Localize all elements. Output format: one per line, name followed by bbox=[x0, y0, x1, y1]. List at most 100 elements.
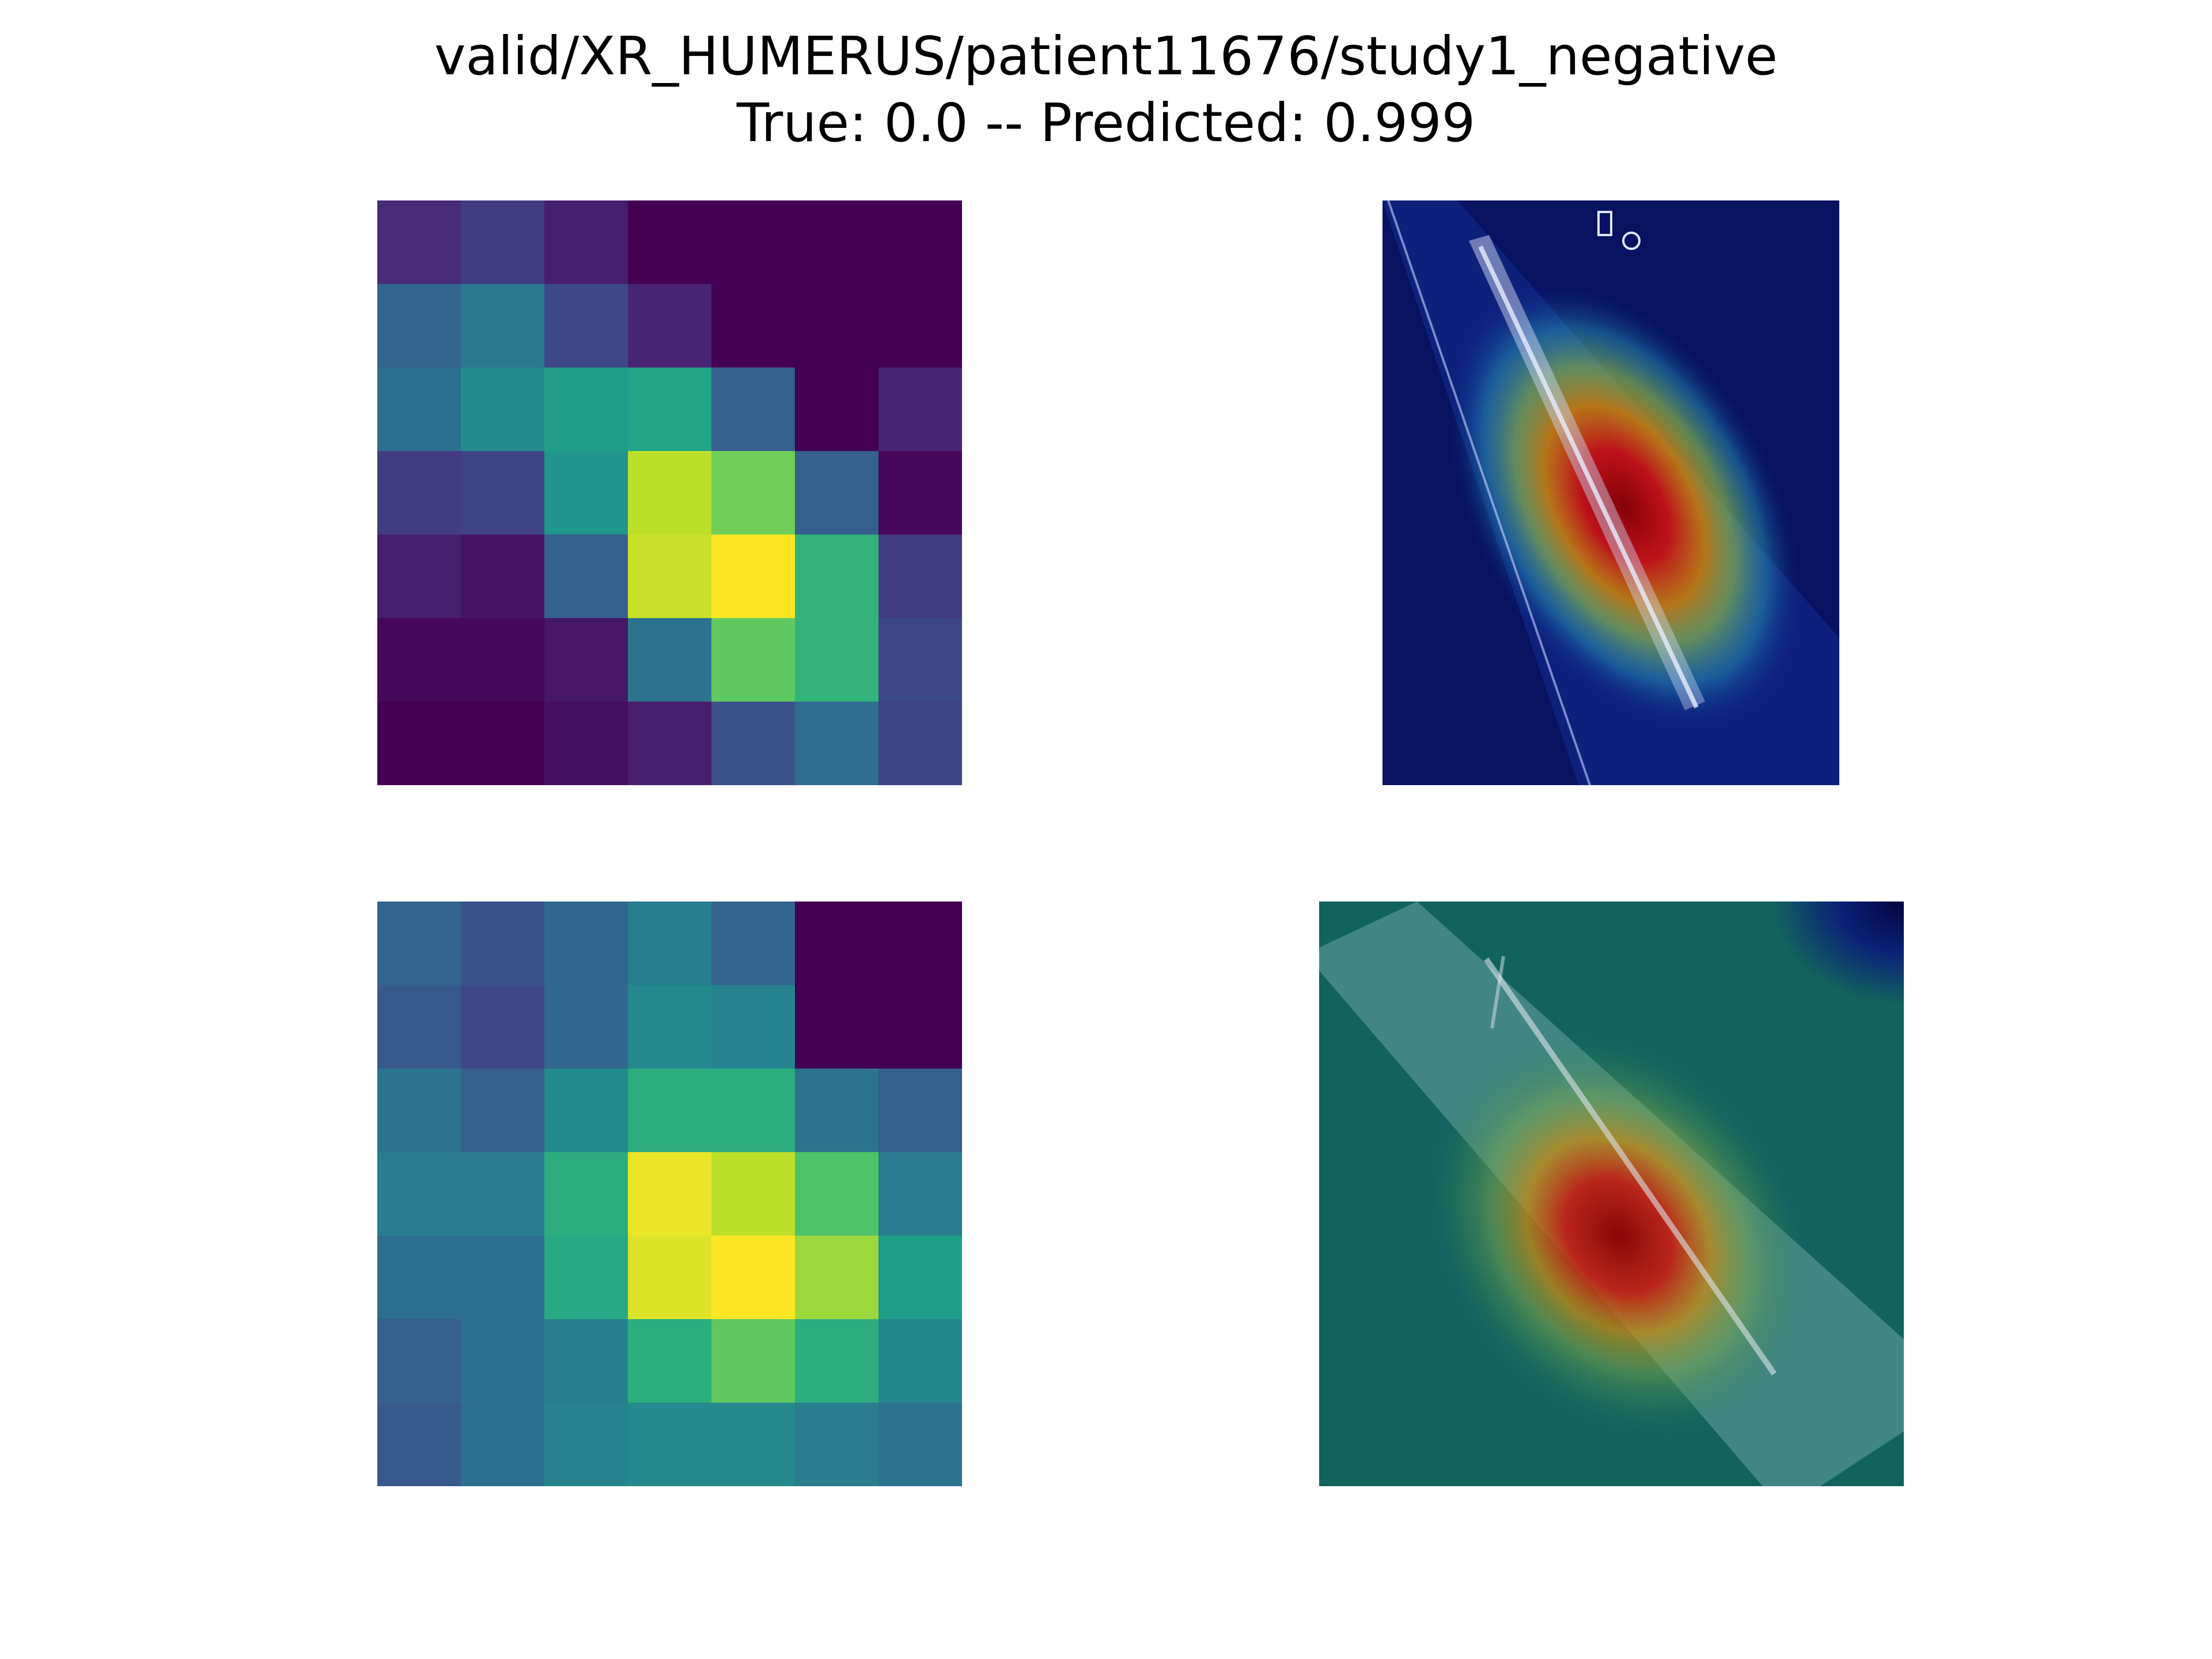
activation-map-2-cell-r0-c5 bbox=[795, 902, 879, 986]
activation-map-1-cell-r1-c2 bbox=[544, 284, 628, 368]
activation-map-1-cell-r5-c4 bbox=[711, 618, 796, 702]
activation-map-1-cell-r2-c3 bbox=[628, 368, 712, 452]
heatmap-panel-top bbox=[377, 200, 962, 785]
activation-map-2-cell-r1-c6 bbox=[878, 985, 962, 1069]
activation-map-2-cell-r2-c5 bbox=[795, 1069, 879, 1153]
title-line-path: valid/XR_HUMERUS/patient11676/study1_neg… bbox=[434, 25, 1778, 87]
activation-map-2-cell-r1-c0 bbox=[377, 985, 461, 1069]
activation-map-1-cell-r3-c6 bbox=[878, 451, 962, 535]
activation-map-1-cell-r4-c2 bbox=[544, 535, 628, 619]
activation-map-2-cell-r4-c0 bbox=[377, 1236, 461, 1320]
heatmap-panel-bottom bbox=[377, 902, 962, 1486]
activation-map-1-cell-r1-c1 bbox=[461, 284, 545, 368]
activation-map-2-cell-r5-c1 bbox=[461, 1319, 545, 1403]
activation-map-1-cell-r0-c0 bbox=[377, 200, 461, 285]
activation-map-2-cell-r3-c1 bbox=[461, 1152, 545, 1236]
activation-map-1-cell-r2-c6 bbox=[878, 368, 962, 452]
xray-overlay-bottom-svg bbox=[1319, 902, 1904, 1486]
xray-overlay-bottom-image bbox=[1319, 902, 1904, 1486]
activation-map-1-cell-r2-c2 bbox=[544, 368, 628, 452]
activation-map-1-cell-r0-c4 bbox=[711, 200, 796, 285]
activation-map-1-cell-r2-c0 bbox=[377, 368, 461, 452]
activation-map-1-cell-r5-c3 bbox=[628, 618, 712, 702]
activation-map-1-cell-r6-c5 bbox=[795, 702, 879, 785]
activation-map-1-cell-r1-c6 bbox=[878, 284, 962, 368]
activation-map-1-cell-r6-c0 bbox=[377, 702, 461, 785]
xray-overlay-top-image bbox=[1382, 200, 1839, 785]
activation-map-2-cell-r0-c1 bbox=[461, 902, 545, 986]
activation-map-2-cell-r1-c3 bbox=[628, 985, 712, 1069]
activation-map-2-cell-r3-c3 bbox=[628, 1152, 712, 1236]
activation-map-2-cell-r4-c1 bbox=[461, 1236, 545, 1320]
activation-map-1-cell-r2-c5 bbox=[795, 368, 879, 452]
activation-map-2-cell-r3-c5 bbox=[795, 1152, 879, 1236]
activation-map-2-cell-r6-c6 bbox=[878, 1403, 962, 1486]
activation-map-2-cell-r2-c4 bbox=[711, 1069, 796, 1153]
activation-map-1-cell-r6-c1 bbox=[461, 702, 545, 785]
activation-map-2-cell-r6-c4 bbox=[711, 1403, 796, 1486]
activation-map-1-cell-r3-c4 bbox=[711, 451, 796, 535]
activation-map-2-cell-r6-c2 bbox=[544, 1403, 628, 1486]
activation-map-1-cell-r0-c1 bbox=[461, 200, 545, 285]
activation-map-1-cell-r3-c0 bbox=[377, 451, 461, 535]
activation-map-2-cell-r0-c6 bbox=[878, 902, 962, 986]
activation-map-1-cell-r5-c2 bbox=[544, 618, 628, 702]
heatmap-top-svg bbox=[377, 200, 962, 785]
activation-map-2-cell-r6-c1 bbox=[461, 1403, 545, 1486]
activation-map-2-cell-r6-c5 bbox=[795, 1403, 879, 1486]
activation-map-1-cell-r6-c4 bbox=[711, 702, 796, 785]
activation-map-2-cell-r3-c6 bbox=[878, 1152, 962, 1236]
heatmap-bottom-svg bbox=[377, 902, 962, 1486]
title-line-prediction: True: 0.0 -- Predicted: 0.999 bbox=[736, 92, 1476, 154]
activation-map-1-cell-r5-c6 bbox=[878, 618, 962, 702]
activation-map-2-cell-r2-c3 bbox=[628, 1069, 712, 1153]
activation-map-1-cell-r2-c4 bbox=[711, 368, 796, 452]
activation-map-2-cell-r1-c5 bbox=[795, 985, 879, 1069]
xray-overlay-top-svg bbox=[1382, 200, 1839, 785]
activation-map-1-cell-r3-c5 bbox=[795, 451, 879, 535]
activation-map-1-cell-r6-c2 bbox=[544, 702, 628, 785]
activation-map-1-cell-r3-c3 bbox=[628, 451, 712, 535]
activation-map-1-cell-r5-c0 bbox=[377, 618, 461, 702]
activation-map-2-cell-r1-c1 bbox=[461, 985, 545, 1069]
activation-map-1-cell-r5-c1 bbox=[461, 618, 545, 702]
activation-map-2-cell-r0-c0 bbox=[377, 902, 461, 986]
activation-map-2-cell-r0-c2 bbox=[544, 902, 628, 986]
activation-map-1-cell-r4-c3 bbox=[628, 535, 712, 619]
activation-map-2-cell-r2-c2 bbox=[544, 1069, 628, 1153]
activation-map-2-cell-r2-c6 bbox=[878, 1069, 962, 1153]
activation-map-1-cell-r1-c3 bbox=[628, 284, 712, 368]
activation-map-2-cell-r3-c0 bbox=[377, 1152, 461, 1236]
activation-map-1-cell-r0-c6 bbox=[878, 200, 962, 285]
activation-map-1-cell-r0-c2 bbox=[544, 200, 628, 285]
activation-map-1-cell-r5-c5 bbox=[795, 618, 879, 702]
activation-map-2-cell-r5-c3 bbox=[628, 1319, 712, 1403]
activation-map-1-cell-r4-c0 bbox=[377, 535, 461, 619]
activation-map-2-cell-r4-c3 bbox=[628, 1236, 712, 1320]
activation-map-2-cell-r2-c1 bbox=[461, 1069, 545, 1153]
activation-map-1-cell-r1-c0 bbox=[377, 284, 461, 368]
activation-map-2-cell-r6-c3 bbox=[628, 1403, 712, 1486]
activation-map-2-cell-r5-c5 bbox=[795, 1319, 879, 1403]
activation-map-1-cell-r1-c4 bbox=[711, 284, 796, 368]
activation-map-1-cell-r0-c5 bbox=[795, 200, 879, 285]
activation-map-2-cell-r4-c2 bbox=[544, 1236, 628, 1320]
activation-map-1-cell-r1-c5 bbox=[795, 284, 879, 368]
activation-map-1-cell-r0-c3 bbox=[628, 200, 712, 285]
activation-map-1-cell-r4-c4 bbox=[711, 535, 796, 619]
activation-map-2-cell-r6-c0 bbox=[377, 1403, 461, 1486]
activation-map-1-cell-r3-c2 bbox=[544, 451, 628, 535]
activation-map-2-cell-r5-c4 bbox=[711, 1319, 796, 1403]
activation-map-1-cell-r4-c1 bbox=[461, 535, 545, 619]
activation-map-1-cell-r4-c5 bbox=[795, 535, 879, 619]
activation-map-2-cell-r3-c2 bbox=[544, 1152, 628, 1236]
activation-map-1-cell-r6-c3 bbox=[628, 702, 712, 785]
activation-map-1-cell-r6-c6 bbox=[878, 702, 962, 785]
activation-map-2-cell-r1-c2 bbox=[544, 985, 628, 1069]
activation-map-2-cell-r5-c6 bbox=[878, 1319, 962, 1403]
activation-map-2-cell-r5-c2 bbox=[544, 1319, 628, 1403]
activation-map-2-cell-r0-c3 bbox=[628, 902, 712, 986]
activation-map-2-cell-r4-c6 bbox=[878, 1236, 962, 1320]
activation-map-2-cell-r2-c0 bbox=[377, 1069, 461, 1153]
activation-map-1-cell-r2-c1 bbox=[461, 368, 545, 452]
